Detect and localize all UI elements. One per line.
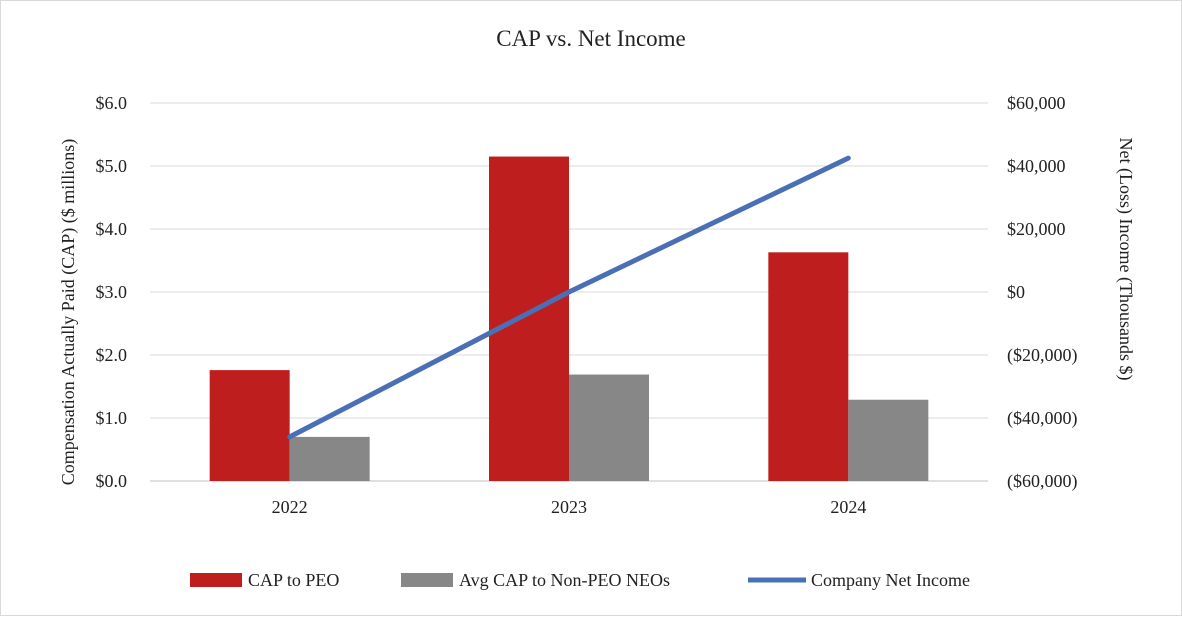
right-axis-title: Net (Loss) Income (Thousands $): [1115, 138, 1136, 381]
chart-title: CAP vs. Net Income: [496, 26, 686, 51]
right-tick-label: $0: [1007, 282, 1025, 302]
right-tick-label: ($60,000): [1007, 471, 1078, 492]
left-tick-label: $1.0: [96, 408, 128, 428]
bar-cap-to-peo: [209, 370, 290, 481]
bar-cap-to-peo: [489, 156, 569, 482]
left-tick-label: $2.0: [96, 345, 128, 365]
legend-swatch: [190, 573, 242, 587]
left-tick-label: $3.0: [96, 282, 128, 302]
legend-label: Company Net Income: [811, 570, 970, 590]
legend-item-avg-cap-non-peo: Avg CAP to Non-PEO NEOs: [401, 570, 670, 590]
legend-item-cap-to-peo: CAP to PEO: [190, 570, 339, 590]
bar-avg-cap-non-peo: [569, 374, 649, 481]
net-income-line-group: [287, 155, 851, 440]
legend-label: CAP to PEO: [248, 570, 339, 590]
right-tick-label: $20,000: [1007, 219, 1066, 239]
right-tick-label: ($20,000): [1007, 345, 1078, 366]
left-tick-label: $4.0: [96, 219, 128, 239]
left-axis-ticks: $0.0 $1.0 $2.0 $3.0 $4.0 $5.0 $6.0: [96, 93, 128, 491]
bar-avg-cap-non-peo: [848, 399, 929, 481]
legend-label: Avg CAP to Non-PEO NEOs: [459, 570, 670, 590]
bar-cap-to-peo: [768, 252, 849, 481]
left-tick-label: $0.0: [96, 471, 128, 491]
bar-avg-cap-non-peo: [289, 436, 370, 481]
right-tick-label: ($40,000): [1007, 408, 1078, 429]
left-tick-label: $5.0: [96, 156, 128, 176]
legend: CAP to PEO Avg CAP to Non-PEO NEOs Company…: [190, 570, 970, 590]
legend-swatch: [401, 573, 453, 587]
x-tick-label: 2022: [272, 497, 308, 517]
left-axis-title: Compensation Actually Paid (CAP) ($ mill…: [58, 139, 79, 485]
right-tick-label: $40,000: [1007, 156, 1066, 176]
x-axis-ticks: 2022 2023 2024: [272, 497, 867, 517]
right-axis-ticks: ($60,000) ($40,000) ($20,000) $0 $20,000 $40,…: [1007, 93, 1078, 492]
bars-group: [209, 156, 929, 482]
right-tick-label: $60,000: [1007, 93, 1066, 113]
x-tick-label: 2023: [551, 497, 587, 517]
x-tick-label: 2024: [830, 497, 866, 517]
line-company-net-income: [287, 155, 851, 440]
legend-item-company-net-income: Company Net Income: [748, 570, 970, 590]
left-tick-label: $6.0: [96, 93, 128, 113]
